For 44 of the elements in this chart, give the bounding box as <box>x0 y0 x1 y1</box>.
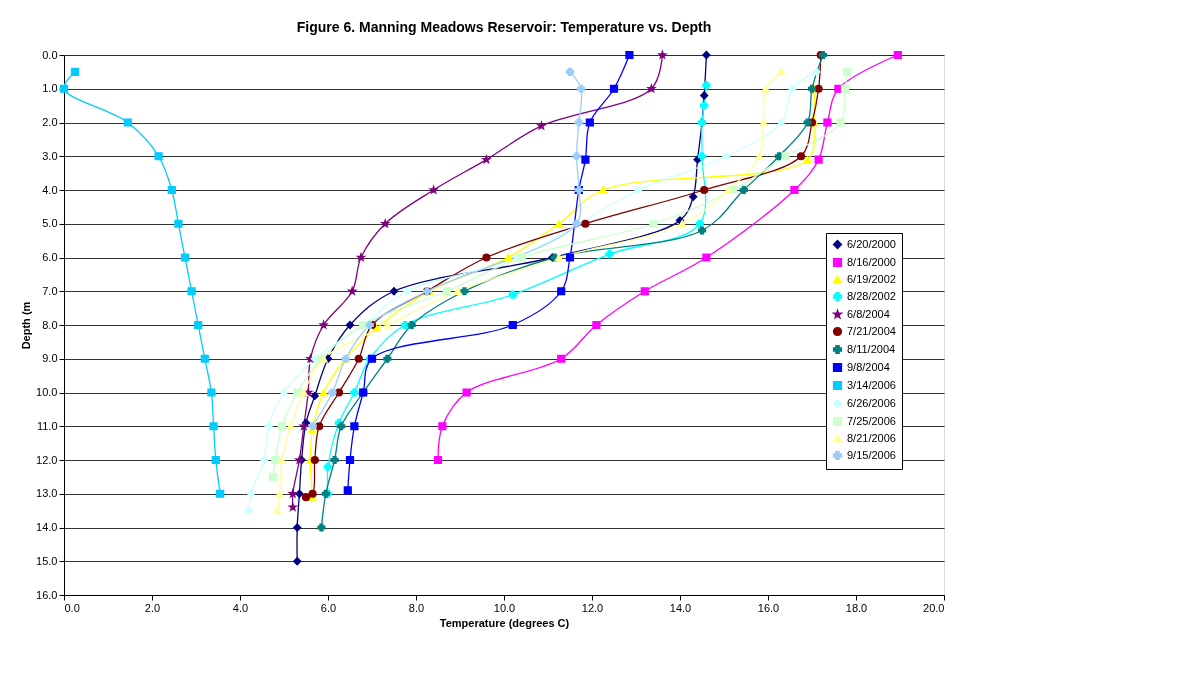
x-tick-label: 16.0 <box>757 601 780 614</box>
x-tick-label: 12.0 <box>581 601 604 614</box>
x-tick-label: 4.0 <box>232 601 249 614</box>
legend-label: 8/16/2000 <box>847 255 896 268</box>
y-tick-label: 0.0 <box>42 48 58 61</box>
y-tick-label: 16.0 <box>36 588 58 601</box>
legend-label: 6/8/2004 <box>847 307 890 320</box>
x-tick-label: 10.0 <box>493 601 516 614</box>
y-tick-label: 7.0 <box>42 284 58 297</box>
y-tick-label: 13.0 <box>36 487 58 500</box>
x-tick-label: 18.0 <box>845 601 868 614</box>
y-tick-label: 3.0 <box>42 149 58 162</box>
x-tick-label: 8.0 <box>408 601 425 614</box>
x-tick-label: 20.0 <box>923 601 945 614</box>
y-tick-label: 2.0 <box>42 116 58 128</box>
y-tick-label: 4.0 <box>42 183 58 196</box>
x-tick-label: 0.0 <box>64 601 80 614</box>
y-tick-label: 6.0 <box>42 251 58 263</box>
y-axis-title: Depth (m <box>20 301 33 350</box>
legend-label: 8/21/2006 <box>847 431 896 444</box>
legend-label: 6/20/2000 <box>847 237 896 250</box>
y-tick-label: 5.0 <box>42 217 58 230</box>
legend-label: 6/26/2006 <box>847 396 896 409</box>
y-tick-label: 14.0 <box>36 521 58 533</box>
legend-label: 3/14/2006 <box>847 378 896 391</box>
y-tick-label: 11.0 <box>36 419 58 432</box>
legend-label: 8/11/2004 <box>847 342 896 355</box>
y-tick-label: 10.0 <box>36 386 58 398</box>
y-tick-label: 15.0 <box>36 554 58 567</box>
x-tick-label: 14.0 <box>669 601 692 614</box>
legend-label: 6/19/2002 <box>847 272 896 285</box>
y-tick-label: 9.0 <box>42 352 58 365</box>
y-tick-label: 12.0 <box>36 453 58 466</box>
chart-title: Figure 6. Manning Meadows Reservoir: Temperature vs. Depth <box>296 18 712 35</box>
legend-label: 7/21/2004 <box>847 324 896 337</box>
x-tick-label: 2.0 <box>144 601 161 614</box>
y-tick-label: 8.0 <box>42 318 58 331</box>
x-axis-title: Temperature (degrees C) <box>439 616 570 629</box>
legend-label: 7/25/2006 <box>847 414 896 427</box>
legend-label: 9/15/2006 <box>847 448 896 461</box>
y-tick-label: 1.0 <box>42 82 58 95</box>
legend-label: 9/8/2004 <box>847 360 890 373</box>
legend-label: 8/28/2002 <box>847 289 896 302</box>
x-tick-label: 6.0 <box>320 601 337 614</box>
